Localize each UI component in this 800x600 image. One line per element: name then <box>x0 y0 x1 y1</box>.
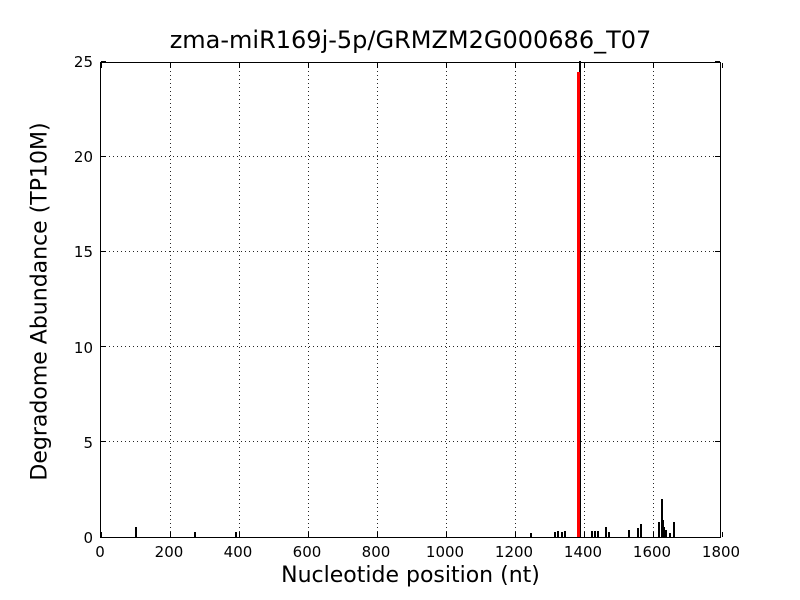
y-tick-mark-right-5 <box>715 441 720 443</box>
x-tick-label-200: 200 <box>154 543 184 561</box>
y-tick-label-5: 5 <box>83 433 93 452</box>
y-tick-mark-right-20 <box>715 155 720 157</box>
x-tick-mark-top-1000 <box>445 63 447 68</box>
degradome-abundance-bar-1389 <box>579 61 582 537</box>
degradome-abundance-bar-1649 <box>668 533 671 537</box>
plot-area <box>100 60 723 538</box>
degradome-abundance-bar-1465 <box>605 526 608 537</box>
y-tick-label-20: 20 <box>73 148 93 167</box>
x-tick-label-1400: 1400 <box>563 543 603 561</box>
degradome-abundance-bar-1617 <box>657 521 660 537</box>
x-tick-mark-600 <box>307 532 309 537</box>
x-tick-mark-200 <box>169 532 171 537</box>
degradome-abundance-bar-1637 <box>664 530 667 537</box>
x-tick-mark-top-600 <box>307 63 309 68</box>
grid-line-y-5 <box>101 441 720 443</box>
degradome-abundance-bar-101 <box>134 527 137 537</box>
y-tick-mark-15 <box>101 250 106 252</box>
x-tick-mark-800 <box>376 532 378 537</box>
grid-line-x-1000 <box>445 63 447 537</box>
grid-line-x-1200 <box>514 63 516 537</box>
x-tick-label-600: 600 <box>292 543 322 561</box>
x-tick-label-1200: 1200 <box>494 543 534 561</box>
x-tick-mark-top-400 <box>238 63 240 68</box>
x-tick-mark-1800 <box>721 532 723 537</box>
x-tick-label-400: 400 <box>223 543 253 561</box>
y-tick-label-10: 10 <box>73 338 93 357</box>
x-tick-mark-top-1600 <box>652 63 654 68</box>
x-tick-label-1600: 1600 <box>632 543 672 561</box>
y-tick-label-0: 0 <box>83 529 93 547</box>
x-tick-mark-1600 <box>652 532 654 537</box>
x-tick-mark-1200 <box>514 532 516 537</box>
y-tick-mark-right-25 <box>715 60 720 62</box>
x-tick-mark-top-1400 <box>583 63 585 68</box>
grid-line-x-600 <box>307 63 309 537</box>
chart-title: zma-miR169j-5p/GRMZM2G000686_T07 <box>169 26 652 54</box>
x-tick-mark-top-200 <box>169 63 171 68</box>
y-tick-mark-5 <box>101 441 106 443</box>
y-tick-label-25: 25 <box>73 53 93 71</box>
x-tick-mark-top-1200 <box>514 63 516 68</box>
degradome-abundance-bar-273 <box>194 532 197 537</box>
grid-line-x-400 <box>238 63 240 537</box>
x-tick-mark-400 <box>238 532 240 537</box>
degradome-abundance-bar-1473 <box>608 532 611 537</box>
x-tick-mark-top-1800 <box>721 63 723 68</box>
degradome-abundance-bar-1423 <box>590 531 593 537</box>
degradome-abundance-bar-1442 <box>597 531 600 537</box>
degradome-abundance-bar-1346 <box>564 531 567 537</box>
degradome-abundance-bar-1326 <box>557 531 560 537</box>
y-tick-mark-10 <box>101 346 106 348</box>
grid-line-x-800 <box>376 63 378 537</box>
grid-line-x-1400 <box>583 63 585 537</box>
grid-line-y-20 <box>101 155 720 157</box>
y-tick-mark-20 <box>101 155 106 157</box>
x-axis-label: Nucleotide position (nt) <box>281 563 540 588</box>
x-tick-label-0: 0 <box>95 543 105 561</box>
degradome-abundance-bar-1625 <box>660 498 663 537</box>
y-tick-mark-0 <box>101 536 106 538</box>
y-tick-mark-right-0 <box>715 536 720 538</box>
degradome-abundance-bar-1246 <box>529 533 532 537</box>
x-tick-mark-top-0 <box>100 63 102 68</box>
x-tick-mark-1000 <box>445 532 447 537</box>
grid-line-y-15 <box>101 250 720 252</box>
degradome-abundance-bar-1335 <box>560 532 563 537</box>
degradome-abundance-bar-1556 <box>636 528 639 537</box>
degradome-abundance-bar-1661 <box>673 521 676 537</box>
degradome-abundance-bar-1633 <box>663 526 666 537</box>
y-tick-label-15: 15 <box>73 243 93 262</box>
y-tick-mark-right-10 <box>715 346 720 348</box>
x-tick-mark-0 <box>100 532 102 537</box>
grid-line-x-200 <box>169 63 171 537</box>
degradome-abundance-bar-390 <box>234 532 237 537</box>
degradome-abundance-bar-1530 <box>627 530 630 537</box>
degradome-abundance-bar-1629 <box>662 519 664 537</box>
grid-line-y-10 <box>101 346 720 348</box>
degradome-abundance-bar-1433 <box>594 531 597 537</box>
x-tick-label-1000: 1000 <box>425 543 465 561</box>
y-tick-mark-right-15 <box>715 250 720 252</box>
y-tick-mark-25 <box>101 60 106 62</box>
x-tick-mark-1400 <box>583 532 585 537</box>
mirna-cleavage-site-bar-1383 <box>576 72 580 537</box>
x-tick-label-800: 800 <box>361 543 391 561</box>
y-axis-label: Degradome Abundance (TP10M) <box>27 122 53 481</box>
x-tick-label-1800: 1800 <box>701 543 741 561</box>
degradome-abundance-bar-1316 <box>554 532 557 537</box>
x-tick-mark-top-800 <box>376 63 378 68</box>
degradome-abundance-bar-1564 <box>639 523 642 537</box>
grid-line-x-1600 <box>652 63 654 537</box>
